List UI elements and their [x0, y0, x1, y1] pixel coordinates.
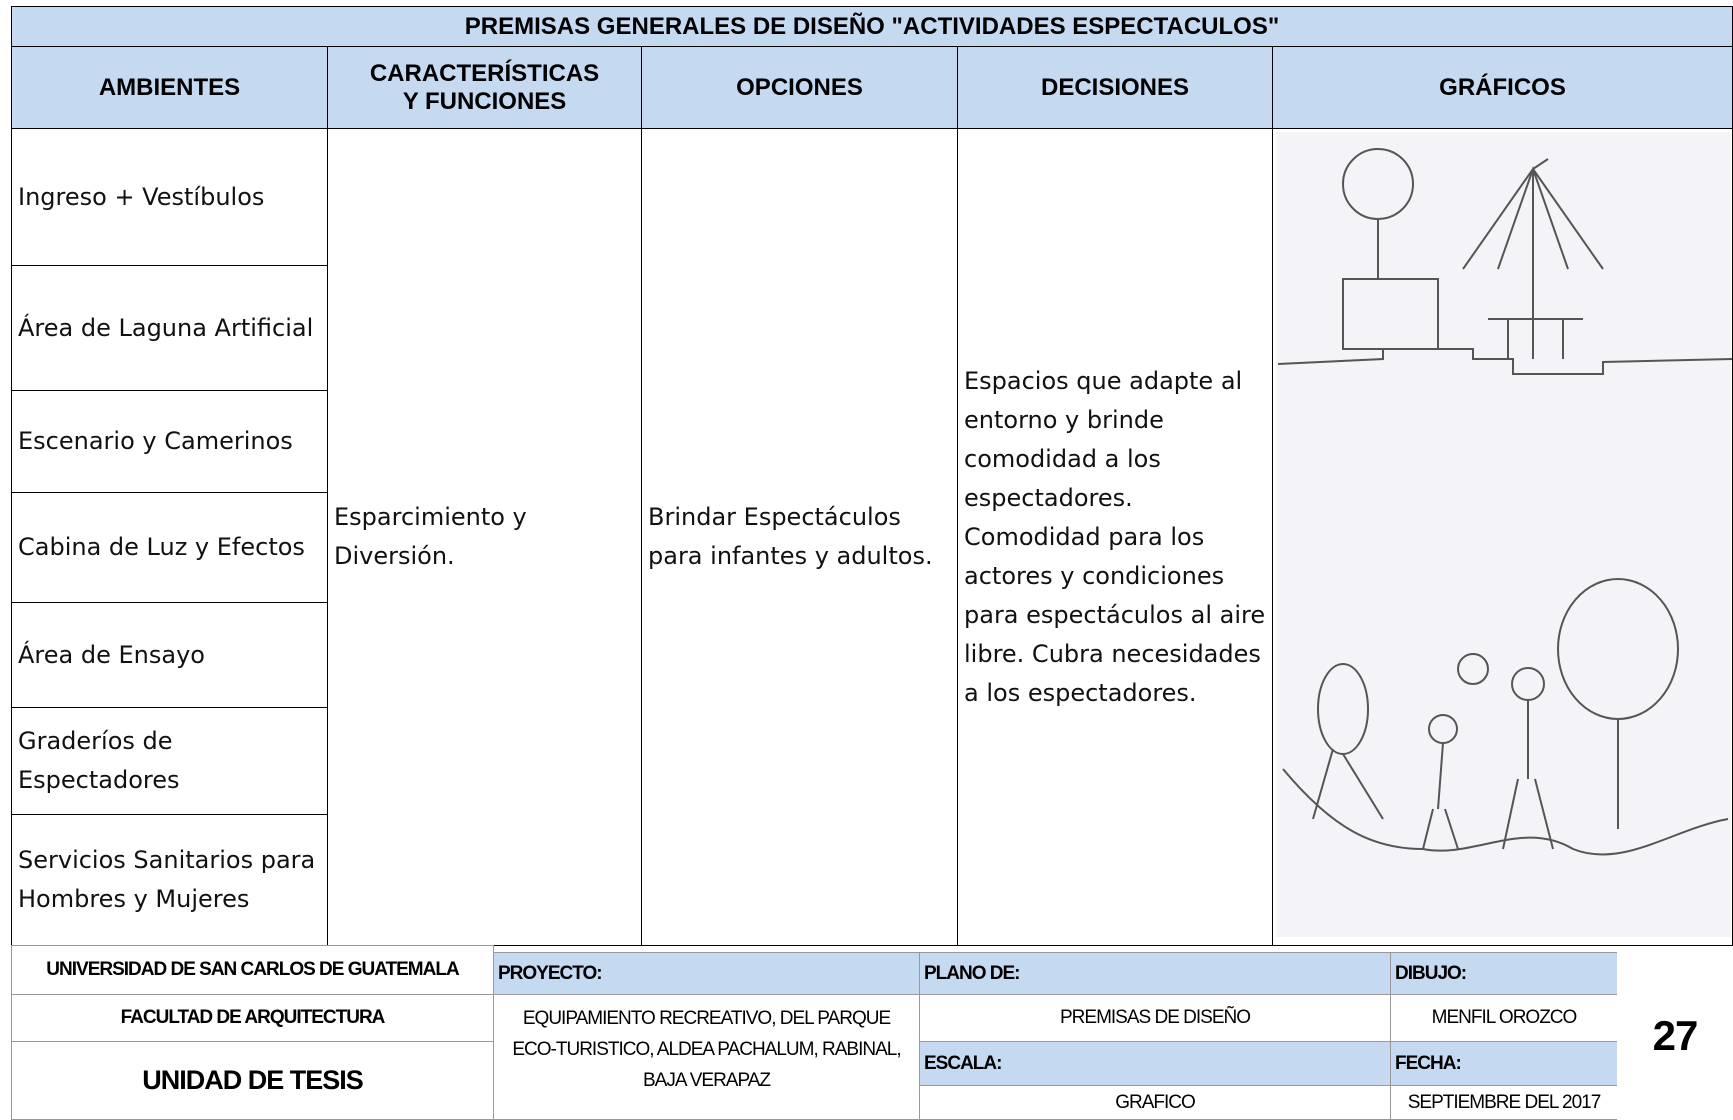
sketch-lines [1277, 148, 1732, 856]
drawing: MENFIL OROZCO [1390, 994, 1618, 1042]
opciones: Brindar Espectáculos para infantes y adu… [641, 128, 958, 946]
ambiente: Servicios Sanitarios para Hombres y Muje… [11, 814, 328, 946]
ambiente: Cabina de Luz y Efectos [11, 492, 328, 603]
plan-label: PLANO DE: [919, 952, 1391, 995]
decisiones: Espacios que adapte al entorno y brinde … [957, 128, 1273, 946]
graphic-cell [1272, 128, 1733, 946]
project-label: PROYECTO: [493, 952, 920, 995]
ambiente: Escenario y Camerinos [11, 390, 328, 493]
column-header: DECISIONES [957, 46, 1273, 129]
plan: PREMISAS DE DISEÑO [919, 994, 1391, 1042]
unit: UNIDAD DE TESIS [11, 1041, 494, 1120]
sketch-bg [1276, 132, 1731, 937]
date-label: FECHA: [1390, 1041, 1618, 1086]
ambiente: Área de Ensayo [11, 602, 328, 708]
scale-label: ESCALA: [919, 1041, 1391, 1086]
column-header: CARACTERÍSTICAS Y FUNCIONES [327, 46, 642, 129]
faculty: FACULTAD DE ARQUITECTURA [11, 994, 494, 1042]
ambiente: Ingreso + Vestíbulos [11, 128, 328, 266]
scale: GRAFICO [919, 1085, 1391, 1120]
title: PREMISAS GENERALES DE DISEÑO "ACTIVIDADE… [11, 6, 1733, 47]
ambiente: Graderíos de Espectadores [11, 707, 328, 815]
column-header: GRÁFICOS [1272, 46, 1733, 129]
caracteristicas: Esparcimiento y Diversión. [327, 128, 642, 946]
date: SEPTIEMBRE DEL 2017 [1390, 1085, 1618, 1120]
sketch [1276, 132, 1732, 937]
column-header: OPCIONES [641, 46, 958, 129]
ambiente: Área de Laguna Artificial [11, 265, 328, 391]
column-header: AMBIENTES [11, 46, 328, 129]
project: EQUIPAMIENTO RECREATIVO, DEL PARQUE ECO-… [493, 994, 920, 1120]
university: UNIVERSIDAD DE SAN CARLOS DE GUATEMALA [11, 945, 494, 995]
drawing-label: DIBUJO: [1390, 952, 1618, 995]
page-number: 27 [1617, 952, 1733, 1120]
